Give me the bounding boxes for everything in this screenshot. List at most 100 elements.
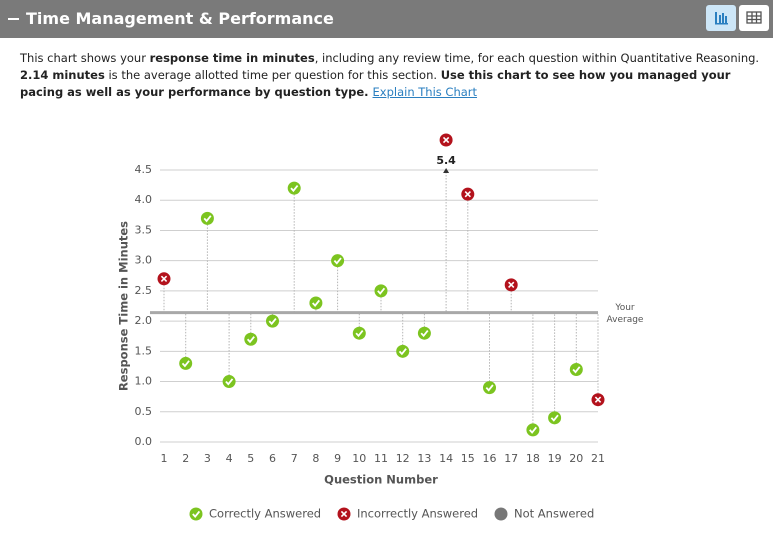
x-tick-label: 11	[374, 452, 388, 465]
cross-icon	[508, 281, 515, 289]
y-tick-label: 2.0	[135, 314, 153, 327]
point	[200, 211, 214, 225]
x-tick-label: 15	[461, 452, 475, 465]
point	[461, 187, 475, 201]
x-tick-label: 2	[182, 452, 189, 465]
table-view-button[interactable]	[739, 5, 769, 31]
point-circle	[374, 284, 388, 298]
value-label: 5.4	[436, 154, 456, 167]
legend-label: Incorrectly Answered	[357, 507, 478, 521]
chart-view-button[interactable]	[706, 5, 736, 31]
point	[396, 344, 410, 358]
y-tick-label: 1.5	[135, 344, 153, 357]
check-icon	[290, 184, 299, 193]
point	[504, 278, 518, 292]
point	[374, 284, 388, 298]
point-circle	[352, 326, 366, 340]
legend-marker	[189, 507, 203, 521]
check-icon	[333, 257, 342, 265]
point	[417, 326, 431, 340]
x-tick-label: 8	[312, 452, 319, 465]
check-icon	[550, 414, 559, 422]
explain-link[interactable]: Explain This Chart	[372, 85, 478, 99]
description: This chart shows your response time in m…	[20, 50, 760, 101]
x-tick-label: 14	[439, 452, 453, 465]
point	[222, 375, 236, 389]
x-tick-label: 1	[161, 452, 168, 465]
x-tick-label: 12	[396, 452, 410, 465]
point	[439, 133, 453, 147]
point	[591, 393, 605, 407]
point-circle	[309, 296, 323, 310]
text: Use this chart to see how you managed yo…	[20, 68, 731, 99]
x-tick-label: 10	[352, 452, 366, 465]
collapse-icon[interactable]	[8, 18, 19, 20]
x-tick-label: 9	[334, 452, 341, 465]
check-icon	[192, 510, 201, 518]
check-icon	[181, 360, 190, 368]
check-icon	[377, 287, 386, 295]
average-label: Average	[607, 315, 644, 325]
check-icon	[268, 317, 277, 326]
point	[483, 381, 496, 395]
point-circle	[222, 375, 236, 389]
x-tick-label: 13	[417, 452, 431, 465]
text: 2.14 minutes	[20, 68, 105, 82]
point	[526, 423, 540, 437]
check-icon	[529, 426, 538, 434]
average-label: Your	[614, 303, 635, 313]
text: response time in minutes	[149, 51, 315, 65]
text: is the average allotted time per questio…	[104, 68, 441, 82]
x-tick-label: 3	[204, 452, 211, 465]
x-tick-label: 20	[569, 452, 583, 465]
y-tick-label: 1.0	[135, 375, 153, 388]
point-circle	[200, 211, 214, 225]
cross-icon	[160, 275, 168, 282]
point-circle	[569, 362, 583, 376]
point-circle	[417, 326, 431, 340]
header: Time Management & Performance	[0, 0, 773, 38]
point	[244, 332, 258, 346]
header-title: Time Management & Performance	[26, 9, 334, 28]
x-tick-label: 5	[247, 452, 254, 465]
y-tick-label: 0.0	[135, 435, 153, 448]
check-icon	[312, 299, 321, 307]
legend-label: Correctly Answered	[209, 507, 321, 521]
overflow-arrow	[443, 168, 450, 173]
y-axis-title: Response Time in Minutes	[117, 221, 131, 391]
cross-icon	[464, 191, 471, 198]
check-icon	[572, 366, 581, 374]
text: This chart shows your	[20, 51, 150, 65]
legend-marker	[494, 507, 508, 521]
point-circle	[266, 314, 279, 328]
table-icon	[746, 11, 762, 24]
point	[266, 314, 279, 328]
check-icon	[485, 384, 494, 392]
cross-icon	[442, 136, 450, 144]
y-tick-label: 4.5	[135, 163, 153, 176]
x-tick-label: 4	[226, 452, 233, 465]
point-circle	[179, 356, 193, 370]
legend-item: Correctly Answered	[189, 507, 321, 521]
point-circle	[189, 507, 203, 521]
y-tick-label: 3.0	[135, 254, 153, 267]
y-tick-label: 0.5	[135, 405, 153, 418]
chart-icon	[715, 12, 728, 25]
check-icon	[398, 348, 407, 356]
legend-item: Not Answered	[494, 507, 594, 521]
point	[331, 254, 345, 268]
point	[287, 181, 301, 195]
point-circle	[494, 507, 508, 521]
point-circle	[548, 411, 562, 425]
legend-marker	[337, 507, 351, 521]
legend-label: Not Answered	[514, 507, 594, 521]
x-tick-label: 7	[291, 452, 298, 465]
x-tick-label: 18	[526, 452, 540, 465]
cross-icon	[340, 510, 348, 518]
check-icon	[246, 336, 255, 344]
point	[569, 362, 583, 376]
point-circle	[483, 381, 496, 395]
check-icon	[355, 330, 364, 338]
x-tick-label: 6	[269, 452, 276, 465]
